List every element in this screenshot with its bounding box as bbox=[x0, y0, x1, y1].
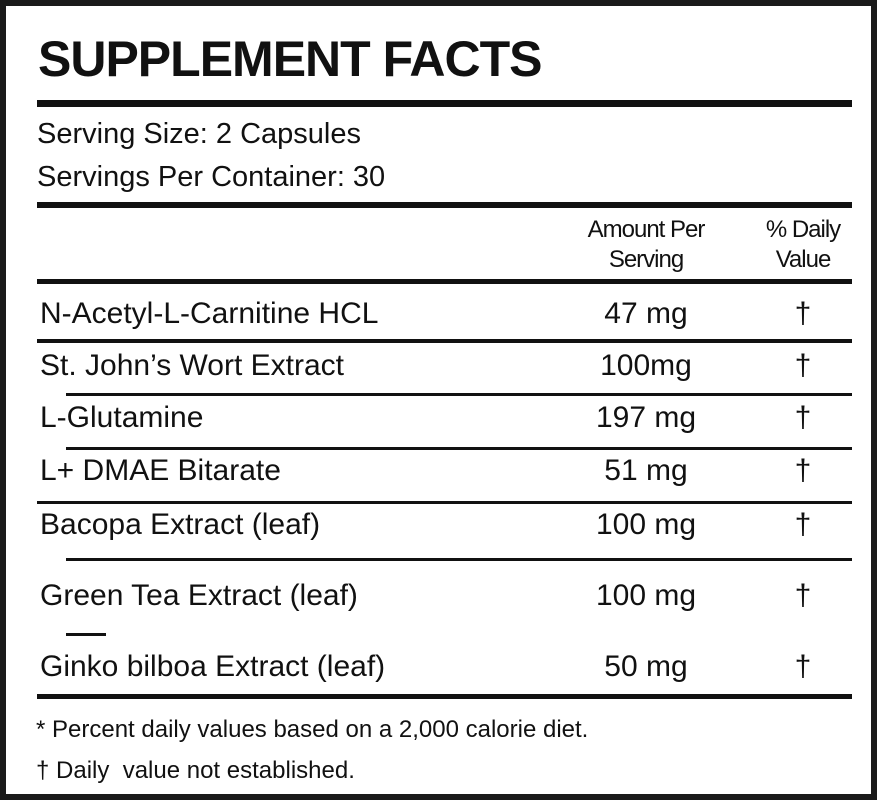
amount: 50 mg bbox=[604, 650, 688, 683]
daily-value: † bbox=[794, 508, 812, 541]
rule bbox=[66, 558, 852, 561]
ingredient-name: N-Acetyl-L-Carnitine HCL bbox=[40, 297, 379, 330]
footnote: * Percent daily values based on a 2,000 … bbox=[36, 716, 589, 743]
serving-size: Serving Size: 2 Capsules bbox=[37, 118, 361, 150]
amount: 51 mg bbox=[604, 454, 688, 487]
amount: 100 mg bbox=[595, 579, 697, 612]
column-header: % Daily bbox=[765, 216, 841, 243]
ingredient-name: Green Tea Extract (leaf) bbox=[40, 579, 358, 612]
amount: 197 mg bbox=[595, 401, 697, 434]
column-header: Serving bbox=[608, 246, 684, 273]
ingredient-name: Bacopa Extract (leaf) bbox=[40, 508, 321, 541]
amount: 100mg bbox=[600, 349, 692, 382]
daily-value: † bbox=[794, 650, 812, 683]
rule bbox=[37, 339, 852, 343]
amount: 47 mg bbox=[604, 297, 688, 330]
rule bbox=[37, 202, 852, 208]
title: SUPPLEMENT FACTS bbox=[38, 31, 542, 87]
footnote: † Daily value not established. bbox=[36, 757, 355, 784]
rule bbox=[66, 447, 852, 450]
daily-value: † bbox=[794, 454, 812, 487]
amount: 100 mg bbox=[595, 508, 697, 541]
daily-value: † bbox=[794, 579, 812, 612]
rule bbox=[66, 393, 852, 396]
rule bbox=[66, 633, 106, 636]
ingredient-name: St. John’s Wort Extract bbox=[40, 349, 344, 382]
daily-value: † bbox=[794, 297, 812, 330]
ingredient-name: L+ DMAE Bitarate bbox=[40, 454, 281, 487]
daily-value: † bbox=[794, 401, 812, 434]
ingredient-name: L-Glutamine bbox=[40, 401, 204, 434]
rule bbox=[37, 694, 852, 699]
daily-value: † bbox=[794, 349, 812, 382]
rule bbox=[37, 501, 852, 504]
column-header: Amount Per bbox=[587, 216, 706, 243]
servings-per-container: Servings Per Container: 30 bbox=[37, 161, 386, 193]
column-header: Value bbox=[775, 246, 832, 273]
rule bbox=[37, 100, 852, 107]
ingredient-name: Ginko bilboa Extract (leaf) bbox=[40, 650, 386, 683]
rule bbox=[37, 279, 852, 284]
